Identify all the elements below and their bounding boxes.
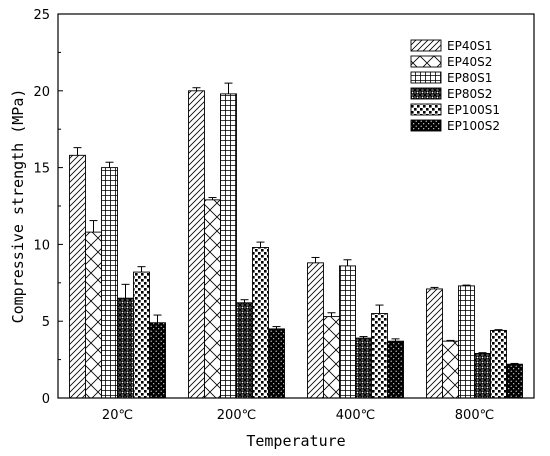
bar-ep100s1-3 <box>371 313 388 399</box>
y-tick-label: 0 <box>42 392 50 407</box>
legend-swatch-ep100s2 <box>410 119 442 132</box>
legend-label-ep40s2: EP40S2 <box>447 55 492 69</box>
legend-label-ep80s1: EP80S1 <box>447 71 492 85</box>
bars-layer <box>69 90 523 399</box>
bar-ep40s1-2 <box>188 90 205 399</box>
bar-ep100s2-2 <box>268 328 285 399</box>
bar-ep40s1-3 <box>307 262 324 399</box>
legend-swatch-ep80s1 <box>410 71 442 84</box>
legend-label-ep80s2: EP80S2 <box>447 87 492 101</box>
legend-swatch-ep40s2 <box>410 55 442 68</box>
y-tick-label: 20 <box>33 85 50 100</box>
legend: EP40S1 EP40S2 EP80S1 EP80S2 EP100S1 EP100S2 <box>410 39 500 133</box>
error-bars-layer <box>73 82 519 365</box>
bar-ep80s2-4 <box>474 353 491 399</box>
legend-label-ep100s1: EP100S1 <box>447 103 500 117</box>
y-tick-label: 5 <box>42 315 50 330</box>
bar-ep100s2-4 <box>506 363 523 399</box>
x-axis-title: Temperature <box>246 432 345 450</box>
x-axis: 20℃ 200℃ 400℃ 800℃ <box>102 393 494 423</box>
x-tick-label: 20℃ <box>102 408 133 423</box>
y-axis: 0 5 10 15 20 25 <box>33 8 63 407</box>
legend-swatch-ep100s1 <box>410 103 442 116</box>
y-tick-label: 15 <box>33 162 50 177</box>
x-tick-label: 400℃ <box>336 408 375 423</box>
legend-swatch-ep40s1 <box>410 39 442 52</box>
bar-ep40s2-2 <box>204 199 221 399</box>
y-axis-title: Compressive strength (MPa) <box>9 89 27 324</box>
bar-ep40s2-4 <box>442 340 459 399</box>
bar-ep100s1-1 <box>133 271 150 399</box>
bar-ep80s2-3 <box>355 337 372 399</box>
x-tick-label: 800℃ <box>455 408 494 423</box>
bar-ep100s2-1 <box>149 322 166 399</box>
bar-ep40s2-1 <box>85 231 102 399</box>
legend-label-ep40s1: EP40S1 <box>447 39 492 53</box>
bar-ep40s1-4 <box>426 288 443 399</box>
y-tick-label: 10 <box>33 238 50 253</box>
bar-ep40s2-3 <box>323 316 340 399</box>
bar-ep80s1-4 <box>458 285 475 399</box>
bar-ep100s2-3 <box>387 340 404 399</box>
bar-ep100s1-4 <box>490 329 507 399</box>
bar-ep80s1-1 <box>101 167 118 399</box>
bar-ep100s1-2 <box>252 247 269 399</box>
bar-ep80s1-2 <box>220 93 237 399</box>
legend-swatch-ep80s2 <box>410 87 442 100</box>
bar-ep80s2-2 <box>236 302 253 399</box>
bar-ep40s1-1 <box>69 154 86 399</box>
y-tick-label: 25 <box>33 8 50 23</box>
bar-ep80s1-3 <box>339 265 356 399</box>
legend-label-ep100s2: EP100S2 <box>447 119 500 133</box>
x-tick-label: 200℃ <box>217 408 256 423</box>
bar-ep80s2-1 <box>117 297 134 399</box>
